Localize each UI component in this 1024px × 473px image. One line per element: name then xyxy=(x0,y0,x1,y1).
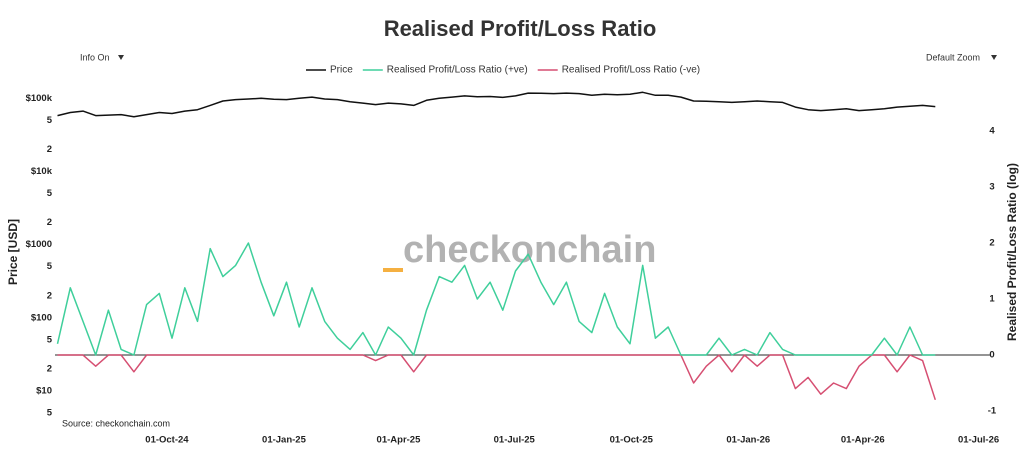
y2-tick-label: 4 xyxy=(989,125,995,136)
y-tick-label: $100 xyxy=(31,312,52,323)
x-tick-label: 01-Jul-26 xyxy=(958,435,999,446)
y2-tick-label: 0 xyxy=(989,350,994,361)
x-tick-label: 01-Jan-25 xyxy=(262,435,307,446)
y-tick-label: 5 xyxy=(47,188,53,199)
watermark: checkonchain xyxy=(403,229,656,271)
y-tick-label: 2 xyxy=(47,363,52,374)
series-line xyxy=(57,91,936,118)
y-tick-label: 2 xyxy=(47,217,52,228)
y2-tick-label: 3 xyxy=(989,181,994,192)
y-tick-label: 5 xyxy=(47,115,53,126)
y-tick-label: $10k xyxy=(31,166,53,177)
y-tick-label: $100k xyxy=(26,93,53,104)
x-tick-label: 01-Oct-25 xyxy=(610,435,654,446)
dropdown-arrow[interactable] xyxy=(118,55,124,60)
legend-label: Realised Profit/Loss Ratio (+ve) xyxy=(387,65,528,76)
y-tick-label: $10 xyxy=(36,385,52,396)
x-tick-label: 01-Jan-26 xyxy=(726,435,770,446)
x-tick-label: 01-Apr-26 xyxy=(841,435,885,446)
y2-axis-title: Realised Profit/Loss Ratio (log) xyxy=(1005,163,1019,341)
y-tick-label: 2 xyxy=(47,290,52,301)
series-line xyxy=(57,354,937,401)
dropdown-arrow[interactable] xyxy=(991,55,997,60)
series-line xyxy=(56,242,936,356)
x-tick-label: 01-Jul-25 xyxy=(494,435,536,446)
y2-tick-label: 2 xyxy=(989,237,994,248)
source: Source: checkonchain.com xyxy=(62,418,170,428)
y2-tick-label: -1 xyxy=(988,406,997,417)
y2-tick-label: 1 xyxy=(989,293,995,304)
y-tick-label: 2 xyxy=(47,144,52,155)
chart-title: Realised Profit/Loss Ratio xyxy=(384,16,657,41)
watermark-mark xyxy=(383,268,403,272)
y-tick-label: 5 xyxy=(47,261,53,272)
zoom-select[interactable]: Default Zoom xyxy=(926,52,980,62)
info-toggle[interactable]: Info On xyxy=(80,52,110,62)
y-tick-label: $1000 xyxy=(26,239,52,250)
y-tick-label: 5 xyxy=(47,334,53,345)
y-tick-label: 5 xyxy=(47,407,53,418)
y-axis-title: Price [USD] xyxy=(6,219,20,285)
legend-label: Price xyxy=(330,65,353,76)
x-tick-label: 01-Oct-24 xyxy=(145,435,189,446)
legend-label: Realised Profit/Loss Ratio (-ve) xyxy=(562,65,700,76)
x-tick-label: 01-Apr-25 xyxy=(377,435,422,446)
